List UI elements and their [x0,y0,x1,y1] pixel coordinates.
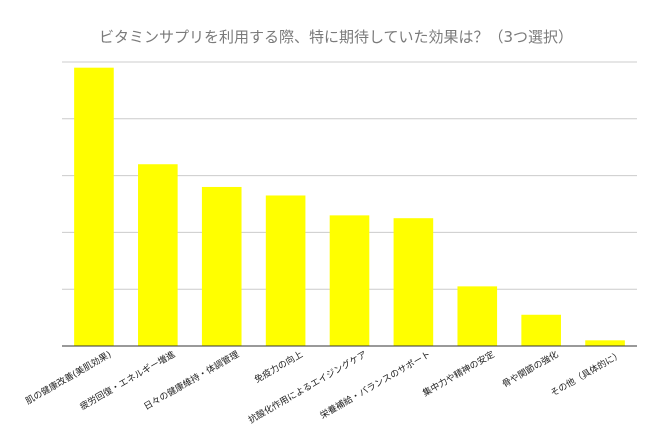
bar [329,215,370,346]
bar [201,186,242,346]
bar [138,164,178,346]
chart-title: ビタミンサプリを利用する際、特に期待していた効果は？（3つ選択） [99,28,573,46]
category-label: 免疫力の向上 [252,348,305,385]
bar [521,314,561,346]
category-label: 栄養補給・バランスのサポート [318,348,433,421]
bar [74,67,114,347]
bars [74,67,625,347]
bar [457,286,498,346]
bar [265,195,306,346]
bar [393,218,434,346]
bar [585,340,625,346]
category-label: 骨や関節の強化 [500,348,561,390]
category-label: 日々の健康維持・体調管理 [141,348,241,412]
category-label: 抗酸化作用によるエイジングケア [246,348,369,426]
category-label: 集中力や精神の安定 [420,348,496,399]
category-label: その他（具体的に） [548,348,624,399]
